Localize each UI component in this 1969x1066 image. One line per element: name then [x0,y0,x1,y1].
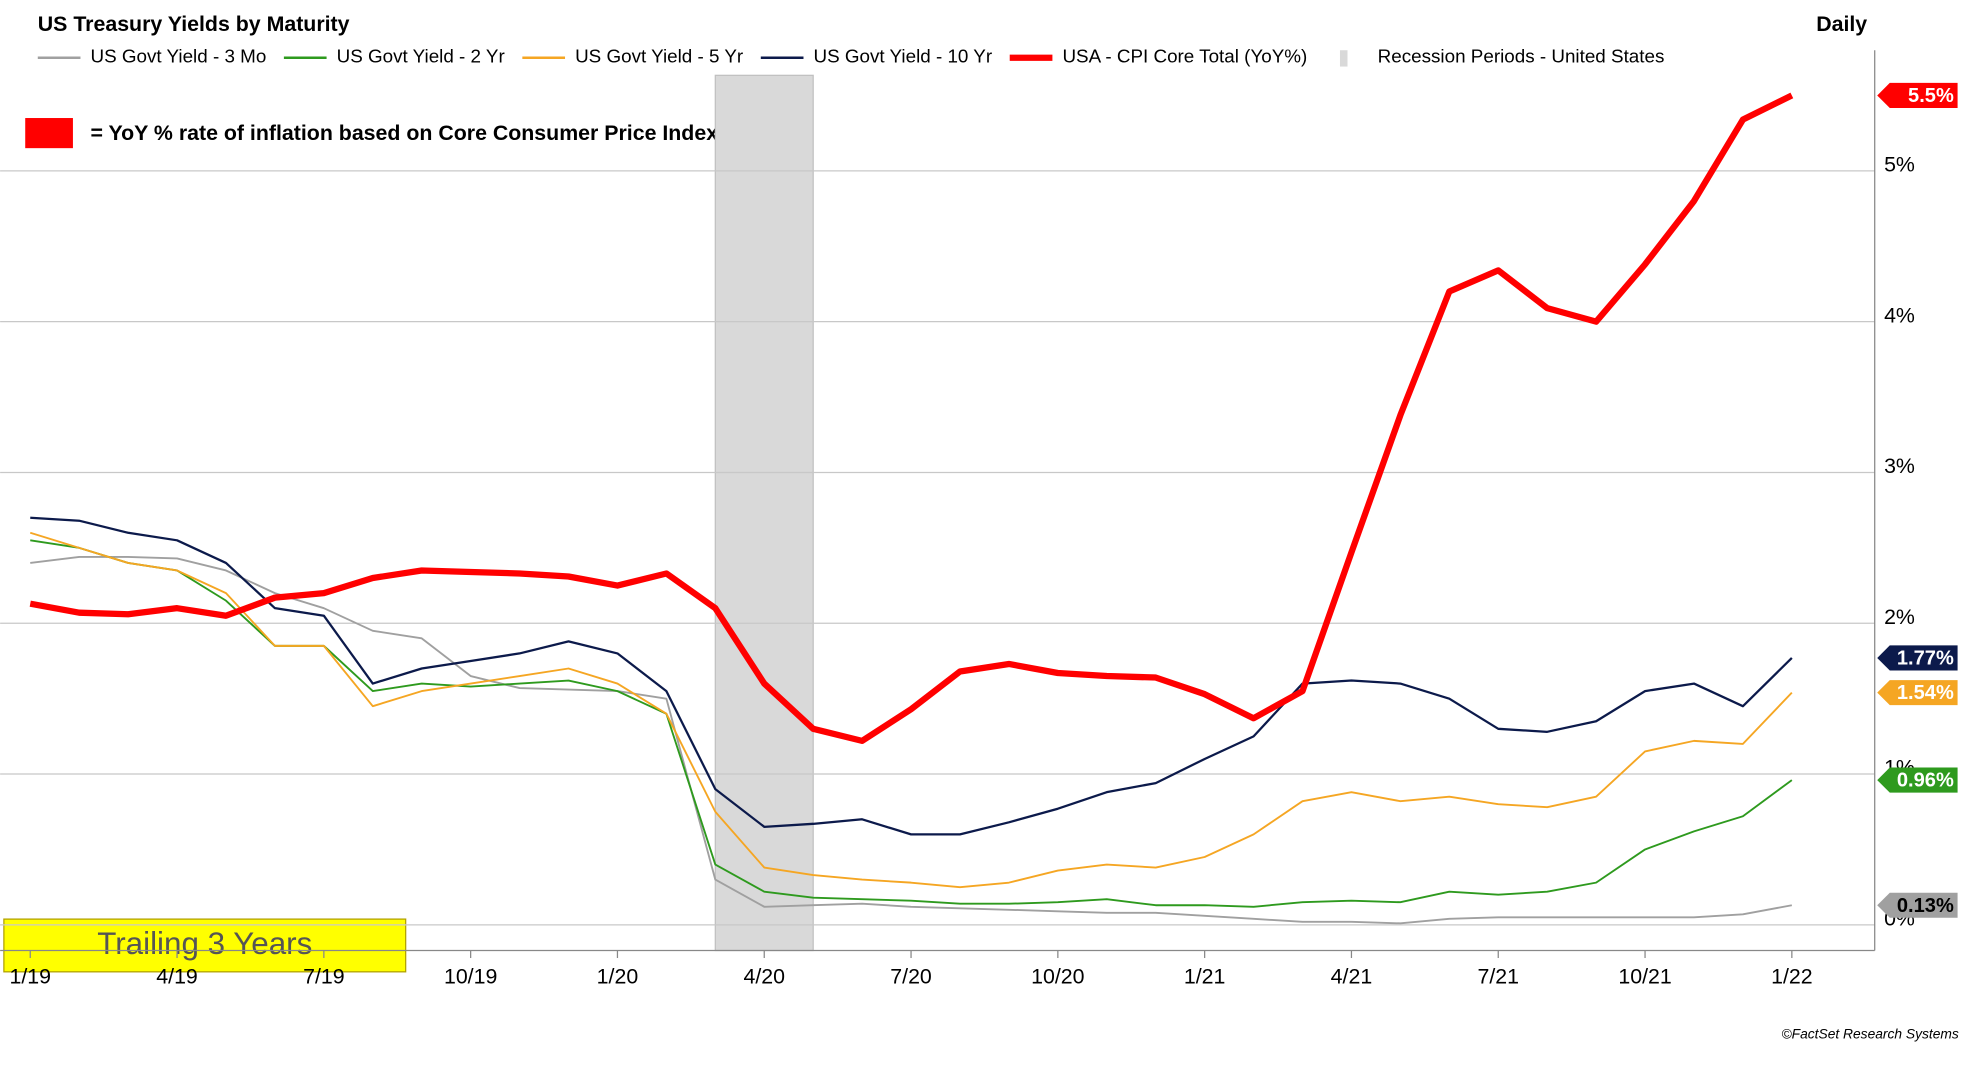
end-label: 1.54% [1897,682,1954,704]
chart-subtitle: Daily [1816,12,1867,36]
legend-label: USA - CPI Core Total (YoY%) [1062,46,1307,67]
legend-label: US Govt Yield - 5 Yr [575,46,743,67]
period-box [3,918,407,973]
recession-band [714,74,814,952]
legend-label: US Govt Yield - 2 Yr [337,46,505,67]
x-tick-label: 7/21 [1477,965,1519,989]
end-label-box [1877,892,1958,918]
legend-swatch [1339,50,1348,67]
y-tick-label: 4% [1884,303,1915,327]
end-label: 5.5% [1908,85,1954,107]
series-line [29,531,1793,889]
end-label-box [1877,82,1958,109]
period-label: Trailing 3 Years [97,926,312,961]
note: = YoY % rate of inflation based on Core … [91,121,719,145]
x-tick-label: 10/19 [444,965,497,989]
x-tick-label: 1/22 [1771,965,1813,989]
note-swatch [25,118,73,149]
x-tick-label: 4/19 [156,965,198,989]
legend-label: US Govt Yield - 3 Mo [91,46,267,67]
legend-label: US Govt Yield - 10 Yr [814,46,993,67]
end-label: 1.77% [1897,647,1954,669]
y-tick-label: 5% [1884,152,1915,176]
x-tick-label: 4/21 [1331,965,1373,989]
series-line [30,555,1793,925]
x-tick-label: 7/20 [890,965,932,989]
x-tick-label: 1/19 [9,965,51,989]
series-line [30,516,1793,836]
end-label-box [1877,645,1958,671]
x-tick-label: 10/21 [1618,965,1671,989]
x-tick-label: 4/20 [743,965,785,989]
legend-label: Recession Periods - United States [1378,46,1665,67]
y-tick-label: 2% [1884,605,1915,629]
x-tick-label: 7/19 [303,965,345,989]
source: ©FactSet Research Systems [1782,1025,1959,1041]
x-tick-label: 1/20 [597,965,639,989]
end-label: 0.96% [1897,770,1954,792]
end-label-box [1877,680,1958,706]
x-tick-label: 10/20 [1031,965,1085,989]
y-tick-label: 3% [1884,454,1915,478]
end-label-box [1877,767,1958,793]
x-tick-label: 1/21 [1184,965,1226,989]
series-line [29,92,1794,745]
chart-title: US Treasury Yields by Maturity [38,12,350,36]
end-label: 0.13% [1897,895,1954,917]
